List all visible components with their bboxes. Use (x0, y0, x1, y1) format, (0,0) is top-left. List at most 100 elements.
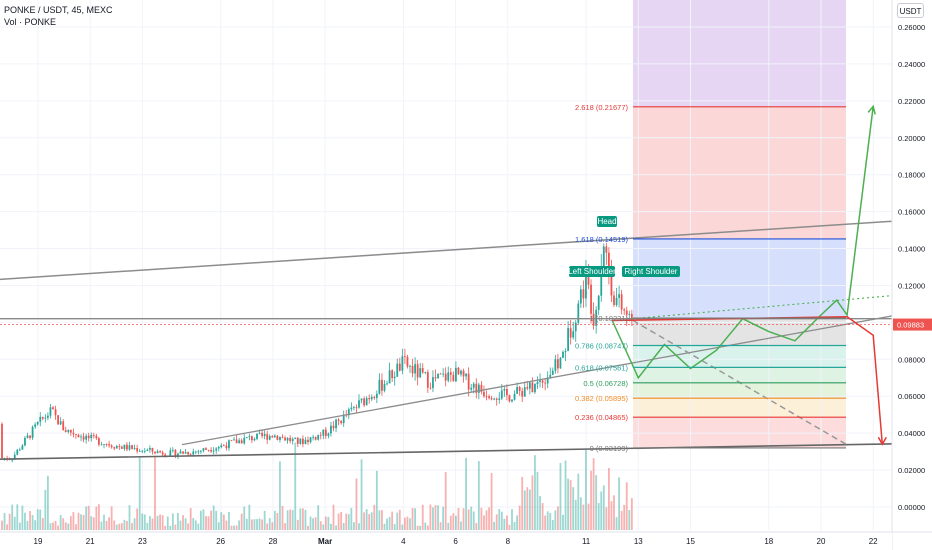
candle-body (498, 398, 501, 400)
volume-bar (171, 513, 174, 530)
y-tick-label: 0.02000 (898, 466, 925, 475)
fib-levels: 2.618 (0.21677) 1.618 (0.14519) 1 (0.10231… (568, 103, 846, 453)
volume-bar (424, 522, 427, 530)
x-tick-label: 15 (686, 537, 695, 546)
volume-bar (228, 512, 230, 530)
volume-bar (600, 491, 603, 530)
candle-body (256, 433, 258, 439)
volume-bar (243, 506, 246, 530)
volume-bar (82, 515, 85, 530)
volume-bar (80, 514, 82, 530)
candle-body (549, 374, 552, 378)
volume-bar (516, 515, 518, 530)
volume-bar (154, 455, 156, 530)
volume-bar (521, 476, 524, 530)
zone-blue (633, 238, 846, 319)
candle-body (373, 397, 376, 398)
candle-body (230, 440, 233, 442)
candle-body (347, 409, 350, 416)
candle-body (202, 448, 205, 451)
candle-body (455, 367, 457, 382)
arrow-up (867, 104, 876, 115)
volume-bar (217, 522, 220, 530)
volume-bar (370, 512, 373, 530)
symbol-title[interactable]: PONKE / USDT, 45, MEXC (4, 5, 113, 15)
volume-bar (233, 525, 235, 530)
candle-body (317, 434, 320, 440)
volume-bar (179, 520, 182, 530)
volume-bar (72, 511, 75, 530)
fib-label-0.618: 0.618 (0.07561) (575, 363, 628, 372)
volume-bar (406, 516, 409, 530)
volume-bar (386, 518, 388, 530)
candle-body (1, 423, 3, 459)
volume-bar (6, 524, 8, 530)
candle-body (258, 432, 261, 434)
label-left-shoulder-bg (569, 266, 615, 277)
candle-body (156, 451, 159, 454)
candle-body (133, 448, 136, 449)
volume-bar (595, 475, 598, 530)
y-tick-label: 0.24000 (898, 60, 925, 69)
volume-bar (444, 472, 447, 530)
volume-bar (475, 523, 478, 530)
candle-body (460, 370, 462, 375)
volume-bar (620, 510, 623, 530)
volume-bar (335, 525, 337, 530)
volume-bar (396, 512, 399, 530)
volume-bar (146, 522, 149, 530)
volume-bar (523, 490, 526, 530)
volume-bar (31, 515, 34, 530)
y-tick-label: 0.16000 (898, 208, 925, 217)
volume-bar (393, 524, 396, 530)
volume-bar (534, 455, 536, 530)
volume-bar (87, 505, 90, 530)
candle-body (77, 434, 80, 438)
candle-body (220, 445, 223, 448)
volume-legend[interactable]: Vol · PONKE (4, 17, 57, 27)
volume-bar (488, 507, 490, 530)
volume-bar (100, 521, 103, 530)
candle-body (569, 328, 572, 338)
candle-body (72, 432, 75, 435)
zone-red (633, 106, 846, 239)
candle-body (36, 421, 39, 425)
volume-bar (34, 520, 37, 530)
volume-bar (585, 450, 587, 530)
grid (0, 0, 892, 530)
volume-bar (470, 506, 473, 530)
zone-0.382 (633, 398, 846, 418)
volume-bar (312, 518, 314, 530)
arrow-down (877, 436, 887, 446)
volume-bar (240, 513, 243, 530)
candle-body (615, 297, 618, 306)
candle-body (546, 377, 549, 384)
volume-bar (271, 522, 274, 530)
candle-body (169, 450, 172, 456)
volume-bar (161, 515, 164, 530)
candle-body (215, 448, 218, 451)
candle-body (493, 398, 496, 400)
candle-body (123, 444, 126, 449)
volume-bar (426, 525, 429, 530)
candle-body (350, 407, 353, 410)
volume-bar (291, 510, 294, 530)
volume-bar (230, 525, 233, 530)
candle-body (457, 367, 460, 375)
volume-bar (92, 517, 95, 530)
volume-bar (373, 504, 376, 530)
candle-body (521, 390, 524, 397)
x-tick-label: 28 (268, 537, 277, 546)
candle-body (225, 445, 228, 449)
x-tick-label: 21 (86, 537, 95, 546)
volume-bar (200, 510, 202, 530)
x-tick-label: Mar (318, 537, 332, 546)
candle-body (222, 445, 225, 447)
candle-body (432, 377, 434, 389)
candle-body (115, 446, 118, 449)
candle-body (595, 309, 598, 326)
candle-body (67, 429, 70, 432)
currency-button[interactable]: USDT (897, 3, 924, 18)
x-tick-label: 13 (634, 537, 643, 546)
